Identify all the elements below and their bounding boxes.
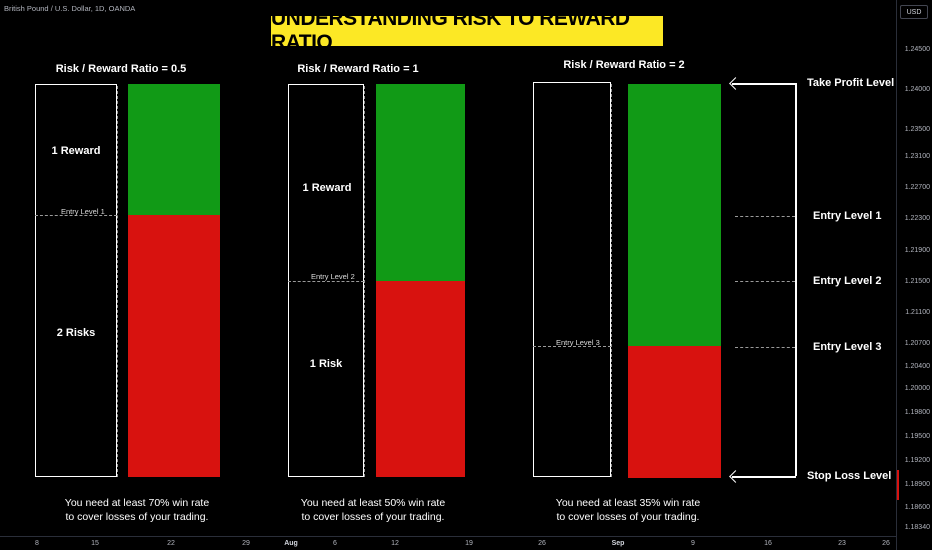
panel1-caption-line1: You need at least 70% win rate: [64, 497, 210, 509]
time-tick: 12: [391, 540, 399, 547]
panel3-dashed-range: [611, 84, 612, 477]
currency-button[interactable]: USD: [900, 5, 928, 19]
time-tick: 19: [465, 540, 473, 547]
right-entry1-label: Entry Level 1: [813, 210, 882, 222]
panel2-risk-label: 1 Risk: [309, 358, 343, 370]
panel1-entry-label: Entry Level 1: [61, 207, 105, 216]
price-tick: 1.21500: [904, 278, 930, 285]
panel1-risk-label: 2 Risks: [56, 327, 96, 339]
page-title: UNDERSTANDING RISK TO REWARD RATIO: [271, 7, 663, 54]
price-axis[interactable]: USD 1.24500 1.24000 1.23500 1.23100 1.22…: [896, 0, 932, 550]
panel1-reward-label: 1 Reward: [51, 145, 101, 157]
price-tick: 1.19500: [904, 433, 930, 440]
stop-loss-arrow-icon: [729, 470, 742, 483]
panel3-caption: You need at least 35% win rate to cover …: [556, 496, 700, 524]
panel1-outline-box: [35, 84, 117, 477]
panel2-ratio-label: Risk / Reward Ratio = 1: [297, 63, 419, 75]
panel2-caption-line2: to cover losses of your trading.: [301, 511, 445, 524]
take-profit-arrow-line: [732, 83, 796, 85]
price-tick: 1.20000: [904, 385, 930, 392]
stop-loss-label: Stop Loss Level: [807, 470, 892, 482]
symbol-info: British Pound / U.S. Dollar, 1D, OANDA: [4, 4, 136, 13]
panel1-reward-block: [128, 84, 220, 215]
panel3-ratio-label: Risk / Reward Ratio = 2: [563, 59, 685, 71]
price-tick: 1.22300: [904, 215, 930, 222]
price-tick: 1.20400: [904, 363, 930, 370]
panel3-caption-line2: to cover losses of your trading.: [556, 511, 700, 524]
panel2-entry-line: [288, 281, 364, 282]
panel2-reward-block: [376, 84, 465, 281]
panel2-caption: You need at least 50% win rate to cover …: [301, 496, 445, 524]
entry1-dashed-line: [735, 216, 795, 217]
right-entry3-label: Entry Level 3: [813, 341, 882, 353]
panel3-risk-block: [628, 346, 721, 478]
entry2-dashed-line: [735, 281, 795, 282]
time-tick: 29: [242, 540, 250, 547]
time-tick: 8: [35, 540, 39, 547]
levels-bracket: [795, 83, 797, 476]
time-axis[interactable]: 8 15 22 29 Aug 6 12 19 26 Sep 9 16 23 26: [0, 536, 896, 550]
time-tick: 9: [691, 540, 695, 547]
time-tick: Aug: [284, 540, 298, 547]
right-entry2-label: Entry Level 2: [813, 275, 882, 287]
panel3-reward-block: [628, 84, 721, 346]
price-tick: 1.21100: [905, 309, 930, 316]
price-tick: 1.23500: [904, 126, 930, 133]
panel1-entry-line: [35, 215, 117, 216]
price-tick: 1.24500: [904, 46, 930, 53]
price-tick: 1.22700: [904, 184, 930, 191]
panel2-reward-label: 1 Reward: [302, 182, 352, 194]
time-tick: 16: [764, 540, 772, 547]
time-tick: 23: [838, 540, 846, 547]
panel2-risk-block: [376, 281, 465, 477]
take-profit-arrow-icon: [729, 77, 742, 90]
price-tick: 1.23100: [904, 153, 930, 160]
panel1-caption: You need at least 70% win rate to cover …: [65, 496, 209, 524]
price-tick: 1.19800: [904, 409, 930, 416]
panel1-caption-line2: to cover losses of your trading.: [65, 511, 209, 524]
panel3-outline-box: [533, 82, 611, 477]
panel1-dashed-range: [117, 86, 118, 477]
last-candle-marker: [897, 470, 899, 500]
price-tick: 1.20700: [904, 340, 930, 347]
price-tick: 1.18340: [904, 524, 930, 531]
entry3-dashed-line: [735, 347, 795, 348]
take-profit-label: Take Profit Level: [807, 77, 895, 89]
panel2-outline-box: [288, 84, 364, 477]
panel1-ratio-label: Risk / Reward Ratio = 0.5: [55, 63, 187, 75]
price-tick: 1.18600: [904, 504, 930, 511]
panel3-entry-label: Entry Level 3: [556, 338, 600, 347]
panel2-caption-line1: You need at least 50% win rate: [300, 497, 446, 509]
time-tick: 26: [538, 540, 546, 547]
time-tick: Sep: [611, 540, 625, 547]
time-tick: 15: [91, 540, 99, 547]
price-tick: 1.24000: [904, 86, 930, 93]
panel3-entry-line: [533, 346, 611, 347]
panel3-caption-line1: You need at least 35% win rate: [555, 497, 701, 509]
time-tick: 6: [333, 540, 337, 547]
time-tick: 26: [882, 540, 890, 547]
price-tick: 1.19200: [904, 457, 930, 464]
price-tick: 1.18900: [904, 481, 930, 488]
time-tick: 22: [167, 540, 175, 547]
panel1-risk-block: [128, 215, 220, 477]
panel2-dashed-range: [364, 86, 365, 477]
price-tick: 1.21900: [904, 247, 930, 254]
panel2-entry-label: Entry Level 2: [311, 272, 355, 281]
stop-loss-arrow-line: [732, 476, 796, 478]
